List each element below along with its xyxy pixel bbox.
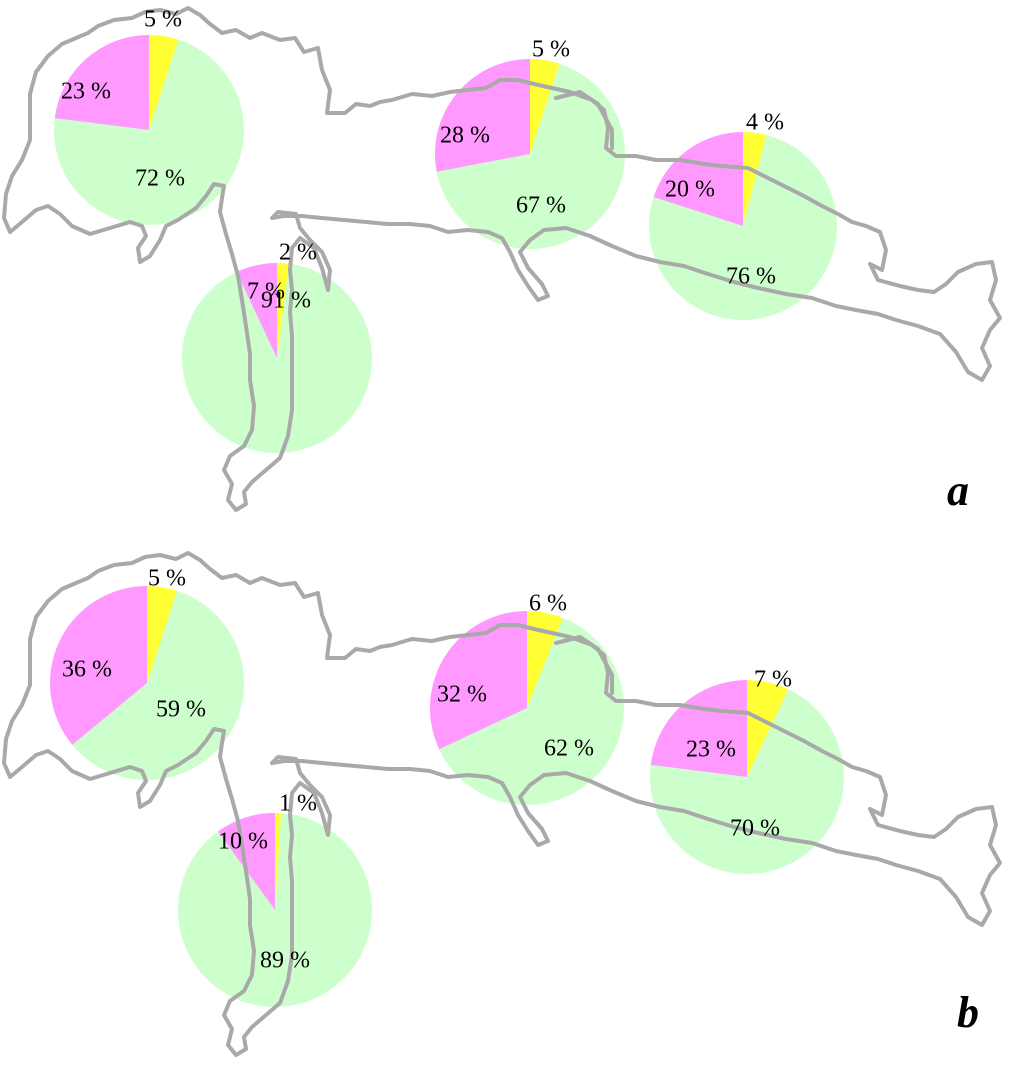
pie-label-green: 76 % <box>726 264 776 290</box>
pie-label-green: 70 % <box>730 816 780 842</box>
pie-slice-green <box>439 617 624 805</box>
coastline <box>2 6 1002 512</box>
pie-label-yellow: 5 % <box>148 566 186 592</box>
pie-slice-yellow <box>147 586 177 683</box>
pie-label-green: 72 % <box>135 166 185 192</box>
pie-slice-green <box>178 813 373 1007</box>
pie-label-green: 89 % <box>260 948 310 974</box>
pie-label-magenta: 10 % <box>218 829 268 855</box>
pie-label-magenta: 20 % <box>665 177 715 203</box>
pie-slice-yellow <box>747 680 789 777</box>
pie-label-yellow: 6 % <box>529 591 567 617</box>
pie-label-magenta: 32 % <box>437 682 487 708</box>
pie-label-yellow: 7 % <box>754 667 792 693</box>
pie-label-yellow: 1 % <box>279 791 317 817</box>
pie-slice-magenta <box>49 585 148 745</box>
pie-slice-magenta <box>54 35 149 130</box>
pie-b-2 <box>178 813 373 1007</box>
pie-label-magenta: 23 % <box>61 79 111 105</box>
pie-label-magenta: 36 % <box>62 657 112 683</box>
pie-slice-yellow <box>277 263 289 358</box>
pie-label-green: 91 % <box>261 288 311 314</box>
pie-slice-magenta <box>434 59 530 172</box>
pie-slice-magenta <box>653 132 743 226</box>
pie-label-yellow: 4 % <box>746 110 784 136</box>
pie-slice-magenta <box>236 263 277 358</box>
pie-label-magenta: 23 % <box>686 737 736 763</box>
pie-a-3 <box>434 59 625 249</box>
coastline <box>554 635 614 695</box>
pie-slice-green <box>54 39 245 225</box>
pie-a-4 <box>648 132 837 320</box>
pie-slice-yellow <box>743 132 767 226</box>
pie-slice-yellow <box>275 813 282 910</box>
pie-slice-green <box>181 263 372 453</box>
pie-slice-green <box>72 590 245 781</box>
pie-label-green: 62 % <box>544 736 594 762</box>
pie-slice-yellow <box>149 35 179 130</box>
pie-label-green: 67 % <box>516 193 566 219</box>
panel-b: 59 % 36 % 5 % 89 % 10 % 1 % 62 % 32 % 6 % 70 % 23 … <box>2 551 1002 1057</box>
pie-label-green: 59 % <box>156 697 206 723</box>
pie-b-3 <box>429 611 624 805</box>
pie-slice-green <box>648 134 837 320</box>
panel-letter: a <box>947 466 969 515</box>
pie-label-yellow: 5 % <box>144 7 182 33</box>
pie-slice-magenta <box>650 680 747 777</box>
pie-label-magenta: 28 % <box>440 123 490 149</box>
coastline <box>554 90 614 150</box>
panel-letter: b <box>957 988 979 1037</box>
pie-slice-magenta <box>429 611 527 750</box>
pie-label-yellow: 2 % <box>279 240 317 266</box>
pie-a-1 <box>54 35 245 225</box>
pie-slice-green <box>436 63 625 249</box>
panel-a: 72 % 23 % 5 % 91 %7 % 2 % 67 % 28 % 5 % 76 % 20 %… <box>2 6 1002 515</box>
pie-a-2 <box>181 263 372 453</box>
pie-label-yellow: 5 % <box>532 37 570 63</box>
pie-b-1 <box>49 585 245 781</box>
pie-label-magenta: 7 % <box>247 279 285 305</box>
coastline <box>2 551 1002 1057</box>
